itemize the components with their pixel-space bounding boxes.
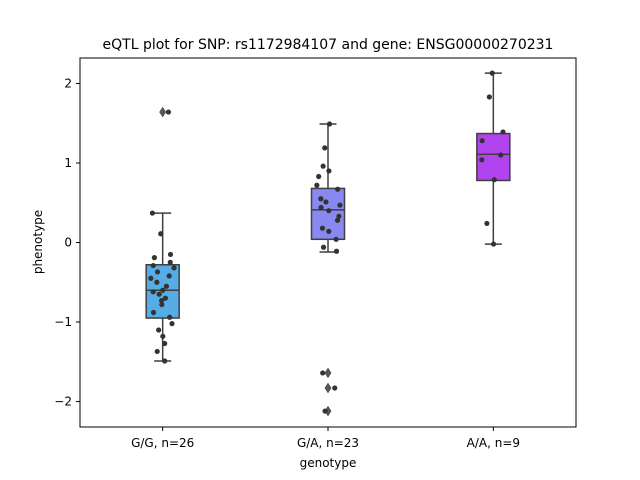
data-point — [149, 210, 156, 216]
data-point — [484, 220, 490, 227]
data-point — [167, 259, 173, 265]
y-tick-label: −2 — [54, 395, 72, 409]
data-point — [150, 309, 157, 316]
box-group — [145, 106, 180, 364]
box-group — [310, 121, 346, 417]
chart-title: eQTL plot for SNP: rs1172984107 and gene… — [103, 37, 554, 53]
data-point — [489, 70, 495, 76]
y-axis-label: phenotype — [31, 210, 45, 274]
data-point — [332, 385, 338, 391]
outlier-marker — [324, 367, 332, 379]
data-point — [498, 152, 504, 158]
data-point — [322, 145, 328, 151]
x-axis: G/G, n=26 G/A, n=23 A/A, n=9 — [131, 427, 520, 450]
data-point — [169, 321, 175, 327]
data-point — [154, 348, 160, 355]
data-point — [491, 177, 497, 183]
data-point — [151, 255, 158, 261]
data-point — [148, 275, 154, 281]
data-point — [167, 314, 173, 320]
data-point — [319, 225, 326, 231]
x-tick-label: G/G, n=26 — [131, 436, 194, 450]
data-point — [167, 251, 174, 258]
data-point — [162, 295, 169, 301]
x-tick-label: G/A, n=23 — [297, 436, 359, 450]
data-point — [160, 287, 166, 293]
outlier-marker — [159, 106, 167, 118]
data-point — [158, 297, 165, 304]
data-point — [158, 231, 164, 237]
data-point — [314, 182, 320, 188]
y-tick-label: 1 — [64, 156, 72, 170]
data-point — [337, 202, 343, 208]
data-point — [318, 196, 324, 202]
data-point — [479, 138, 485, 144]
y-axis: −2 −1 0 1 2 — [54, 76, 80, 409]
data-point — [154, 279, 160, 285]
x-tick-label: A/A, n=9 — [467, 436, 520, 450]
data-point — [322, 408, 328, 414]
data-point — [320, 244, 327, 250]
data-point — [320, 163, 326, 169]
data-point — [162, 340, 168, 347]
data-point — [486, 94, 492, 100]
data-point — [334, 217, 341, 223]
data-point — [160, 333, 166, 339]
outlier-marker — [324, 382, 332, 394]
data-point — [323, 199, 329, 205]
data-point — [163, 283, 170, 289]
data-point — [316, 173, 322, 180]
data-point — [500, 129, 506, 135]
data-point — [333, 236, 339, 242]
y-tick-label: 0 — [64, 236, 72, 250]
data-point — [333, 248, 340, 254]
plot-area — [145, 70, 511, 417]
data-point — [335, 186, 341, 192]
data-point — [326, 228, 332, 234]
data-point — [156, 327, 162, 333]
data-point — [479, 157, 485, 163]
data-point — [150, 289, 156, 295]
y-tick-label: −1 — [54, 315, 72, 329]
data-point — [336, 213, 342, 219]
data-point — [156, 291, 162, 297]
data-point — [162, 358, 168, 364]
data-point — [166, 273, 172, 279]
data-point — [159, 301, 165, 308]
data-point — [150, 262, 156, 269]
y-tick-label: 2 — [64, 76, 72, 90]
data-point — [320, 370, 326, 376]
data-point — [326, 121, 333, 127]
data-point — [171, 265, 177, 271]
data-point — [326, 168, 332, 174]
data-point — [154, 269, 161, 275]
data-point — [318, 204, 324, 211]
data-point — [165, 109, 172, 115]
x-axis-label: genotype — [300, 456, 357, 470]
box-group — [476, 70, 511, 247]
data-point — [490, 241, 497, 247]
data-point — [326, 208, 332, 214]
